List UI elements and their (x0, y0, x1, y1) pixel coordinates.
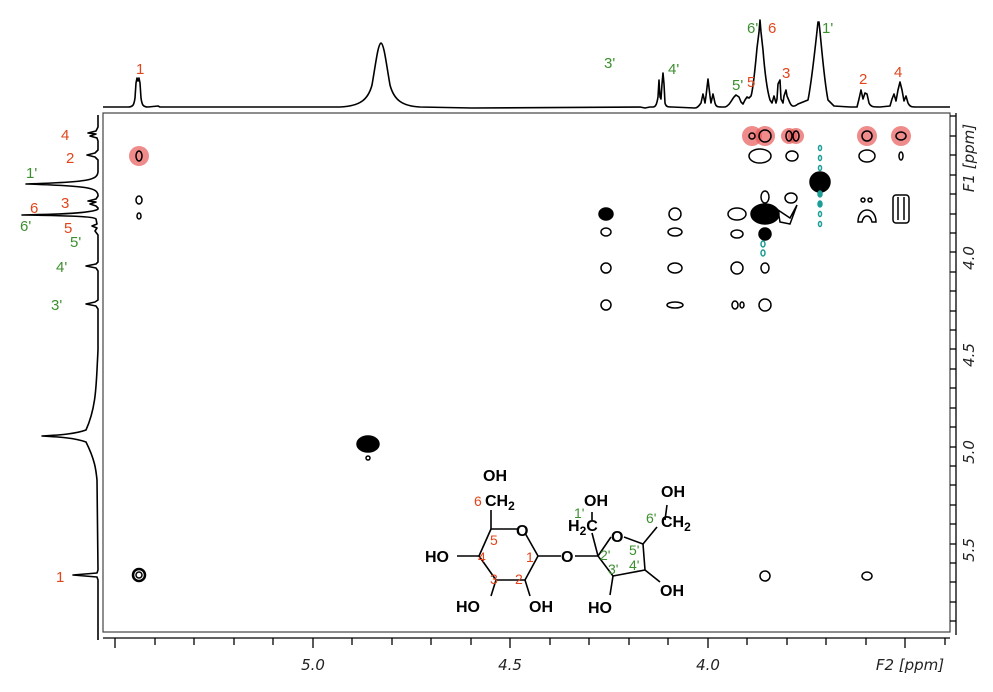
struct-oh-glc6: OH (483, 468, 507, 485)
label-top-5: 5 (747, 74, 755, 91)
struct-ho-glc3: HO (456, 599, 480, 616)
label-top-2: 2 (859, 71, 867, 88)
struct-num-1: 1 (526, 549, 534, 565)
struct-ho-fru3: HO (588, 600, 612, 617)
struct-num-5p: 5' (629, 542, 639, 558)
struct-o-ring-glc: O (516, 523, 528, 540)
label-side-6p: 6' (20, 218, 31, 235)
f2-axis-label: F2 [ppm] (876, 656, 944, 674)
struct-h2c-fru1: H2C (568, 518, 598, 538)
label-side-2: 2 (66, 150, 74, 167)
f1-tick-5.0: 5.0 (960, 440, 978, 464)
struct-oh-fru6: OH (661, 484, 685, 501)
struct-num-2: 2 (515, 571, 523, 587)
label-side-4p: 4' (56, 259, 67, 276)
label-side-3p: 3' (51, 297, 62, 314)
struct-num-5: 5 (490, 532, 498, 548)
struct-num-3p: 3' (608, 561, 618, 577)
highlighted-cross-peaks (129, 126, 911, 166)
f1-tick-4.0: 4.0 (960, 246, 978, 270)
struct-num-6p: 6' (646, 510, 656, 526)
label-top-6: 6 (768, 20, 776, 37)
struct-num-1p: 1' (574, 505, 584, 521)
sucrose-structure: OH CH2 HO HO OH O O OH H2C O OH CH2 HO O… (425, 468, 691, 617)
cross-peak-contours (131, 129, 910, 583)
top-1d-spectrum (103, 19, 950, 109)
plot-frame (102, 112, 951, 633)
struct-oh-fru1: OH (584, 493, 608, 510)
f1-tick-4.5: 4.5 (960, 343, 978, 367)
label-side-3: 3 (61, 195, 69, 212)
label-top-4p: 4' (668, 61, 679, 78)
f2-tick-4.0: 4.0 (696, 656, 720, 674)
f1-axis: 4.0 4.5 5.0 5.5 F1 [ppm] (950, 113, 978, 635)
struct-num-3: 3 (490, 571, 498, 587)
label-side-4: 4 (61, 127, 69, 144)
struct-ch2-fru6: CH2 (661, 514, 691, 534)
t1-noise-streak (760, 144, 823, 257)
f1-tick-5.5: 5.5 (960, 538, 978, 562)
struct-o-bridge: O (561, 549, 573, 566)
label-side-5: 5 (64, 220, 72, 237)
label-top-5p: 5' (732, 77, 743, 94)
f2-axis: 5.0 4.5 4.0 F2 [ppm] (103, 637, 950, 674)
struct-num-2p: 2' (600, 547, 610, 563)
f2-tick-5.0: 5.0 (301, 656, 325, 674)
struct-num-6: 6 (474, 493, 482, 509)
struct-oh-fru4: OH (660, 583, 684, 600)
top-peak-labels: 1 3' 4' 5' 5 6' 6 3 1' 2 4 (136, 20, 902, 94)
label-side-6: 6 (30, 200, 38, 217)
label-top-3p: 3' (604, 55, 615, 72)
label-top-6p: 6' (747, 20, 758, 37)
left-peak-labels: 4 2 1' 3 6 6' 5 5' 4' 3' 1 (20, 127, 81, 586)
struct-oh-glc2: OH (529, 599, 553, 616)
struct-ho-glc4: HO (425, 549, 449, 566)
label-top-1p: 1' (822, 20, 833, 37)
struct-o-ring-fru: O (611, 529, 623, 546)
struct-num-4: 4 (478, 549, 486, 565)
struct-num-4p: 4' (629, 557, 639, 573)
left-1d-spectrum (21, 115, 99, 640)
label-top-1: 1 (136, 61, 144, 78)
f2-tick-4.5: 4.5 (498, 656, 522, 674)
label-top-3: 3 (782, 65, 790, 82)
label-side-1: 1 (56, 569, 64, 586)
struct-ch2-glc6: CH2 (485, 493, 515, 513)
label-side-5p: 5' (70, 234, 81, 251)
label-side-1p: 1' (26, 165, 37, 182)
f1-axis-label: F1 [ppm] (960, 124, 978, 192)
label-top-4: 4 (894, 64, 902, 81)
